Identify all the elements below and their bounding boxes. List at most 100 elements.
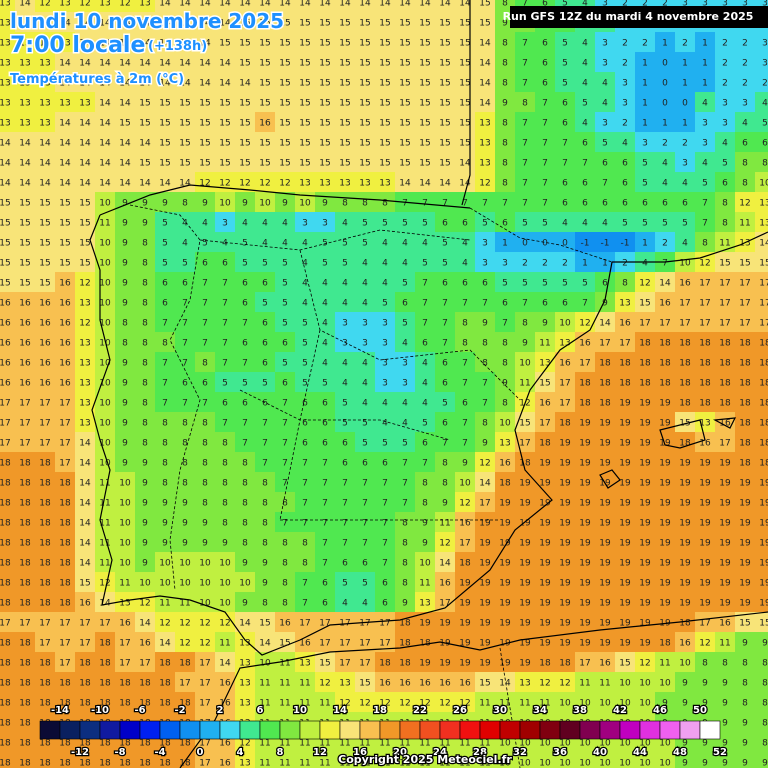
grid-value: 14 (439, 179, 451, 189)
grid-value: 6 (342, 459, 348, 469)
grid-value: 4 (402, 339, 408, 349)
grid-cell (115, 32, 135, 52)
grid-value: 15 (19, 259, 30, 269)
grid-value: 14 (599, 319, 611, 329)
grid-value: 16 (499, 459, 511, 469)
grid-value: 5 (282, 299, 288, 309)
grid-value: 7 (502, 319, 508, 329)
grid-value: 1 (702, 79, 708, 89)
grid-value: 16 (39, 339, 51, 349)
grid-cell (135, 32, 155, 52)
grid-value: 7 (222, 279, 228, 289)
grid-value: 15 (199, 119, 210, 129)
colorbar-label: 0 (197, 747, 204, 758)
grid-value: 18 (679, 339, 691, 349)
grid-value: 18 (179, 739, 191, 749)
grid-value: 6 (162, 299, 168, 309)
grid-value: 4 (582, 219, 588, 229)
grid-value: 13 (99, 0, 110, 9)
grid-value: 18 (39, 679, 51, 689)
grid-cell (695, 132, 715, 152)
grid-cell (615, 112, 635, 132)
grid-value: 19 (519, 599, 531, 609)
grid-value: 16 (419, 679, 431, 689)
grid-cell (595, 132, 615, 152)
grid-value: 14 (39, 139, 51, 149)
grid-value: 12 (539, 679, 550, 689)
grid-value: 8 (502, 399, 508, 409)
grid-value: 8 (202, 479, 208, 489)
grid-value: 14 (19, 179, 31, 189)
colorbar-box (239, 720, 261, 740)
grid-value: 18 (0, 539, 11, 549)
grid-value: 18 (639, 359, 651, 369)
grid-value: 7 (442, 319, 448, 329)
grid-value: 12 (239, 179, 250, 189)
grid-value: 12 (279, 179, 290, 189)
grid-value: 9 (702, 759, 708, 768)
grid-value: 5 (682, 219, 688, 229)
grid-value: 8 (242, 459, 248, 469)
grid-value: 19 (539, 579, 551, 589)
grid-value: 19 (419, 619, 431, 629)
grid-value: 15 (419, 159, 430, 169)
grid-value: 17 (439, 599, 450, 609)
run-label: Run GFS 12Z du mardi 4 novembre 2025 (503, 10, 754, 23)
grid-value: 19 (639, 619, 651, 629)
grid-value: 4 (402, 239, 408, 249)
grid-value: 8 (222, 479, 228, 489)
grid-cell (535, 132, 555, 152)
grid-cell (55, 12, 75, 32)
grid-value: 4 (382, 279, 388, 289)
grid-value: 11 (519, 379, 530, 389)
grid-value: 4 (302, 299, 308, 309)
grid-value: 8 (742, 179, 748, 189)
grid-value: 16 (79, 599, 91, 609)
grid-value: 11 (599, 679, 610, 689)
grid-value: 15 (619, 659, 630, 669)
colorbar-label: 8 (277, 747, 284, 758)
grid-cell (755, 52, 768, 72)
grid-value: 18 (0, 499, 11, 509)
grid-value: 18 (679, 379, 691, 389)
grid-cell (615, 32, 635, 52)
colorbar-box (99, 720, 121, 740)
grid-value: 14 (379, 0, 391, 9)
grid-value: 9 (722, 699, 728, 709)
grid-value: 19 (579, 419, 591, 429)
grid-cell (295, 32, 315, 52)
grid-value: 18 (19, 719, 31, 729)
grid-value: 15 (359, 39, 370, 49)
grid-value: 18 (759, 379, 768, 389)
grid-cell (95, 152, 115, 172)
grid-value: 18 (19, 699, 31, 709)
grid-value: 2 (622, 259, 628, 269)
grid-value: 18 (119, 699, 131, 709)
grid-value: 17 (59, 619, 70, 629)
grid-value: 10 (759, 179, 768, 189)
grid-value: 5 (642, 179, 648, 189)
grid-value: 15 (239, 119, 250, 129)
grid-value: 2 (662, 239, 668, 249)
grid-value: 6 (362, 559, 368, 569)
grid-cell (255, 0, 275, 12)
grid-value: 8 (162, 439, 168, 449)
colorbar-label: -6 (134, 705, 145, 716)
grid-cell (335, 32, 355, 52)
grid-value: 15 (319, 79, 330, 89)
grid-value: 14 (59, 159, 71, 169)
grid-value: 9 (202, 539, 208, 549)
grid-cell (715, 92, 735, 112)
grid-value: 11 (99, 559, 110, 569)
grid-value: 15 (59, 259, 70, 269)
grid-cell (275, 92, 295, 112)
grid-cell (495, 72, 515, 92)
grid-value: 8 (502, 39, 508, 49)
grid-value: 5 (582, 279, 588, 289)
grid-value: 6 (582, 179, 588, 189)
grid-value: 4 (582, 79, 588, 89)
grid-value: 7 (282, 459, 288, 469)
colorbar-label: -14 (51, 705, 69, 716)
grid-value: 4 (362, 379, 368, 389)
grid-cell (495, 112, 515, 132)
